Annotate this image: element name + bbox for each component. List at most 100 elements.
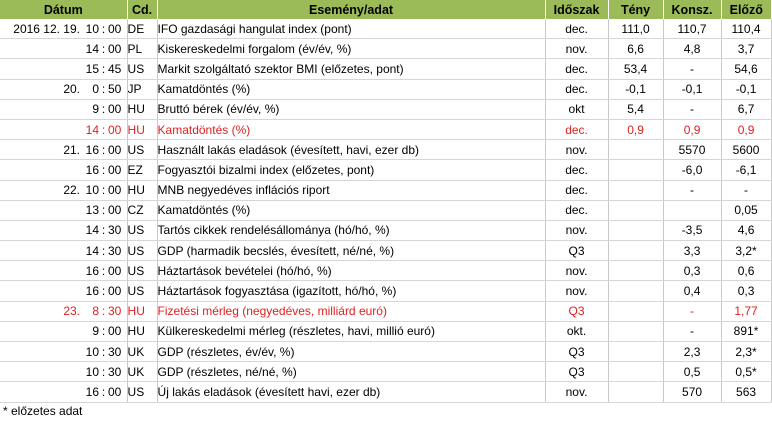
row-event: GDP (harmadik becslés, évesített, né/né,… — [156, 240, 546, 262]
row-minute: 00 — [108, 159, 128, 181]
row-minute: 00 — [108, 381, 128, 403]
row-date: 21. — [0, 139, 80, 161]
row-previous: 4,6 — [720, 220, 772, 242]
row-minute: 30 — [108, 361, 128, 383]
row-hour: 16 — [80, 139, 99, 161]
table-row: 16:00 US Új lakás eladások (évesített havi… — [0, 381, 772, 403]
row-period: nov. — [544, 139, 609, 161]
row-hour: 8 — [80, 301, 99, 322]
row-hour: 15 — [80, 58, 99, 80]
row-date — [0, 200, 80, 221]
row-period: Q3 — [544, 341, 609, 363]
row-date — [0, 240, 80, 262]
row-minute: 50 — [108, 79, 128, 100]
row-country-code: HU — [126, 321, 158, 343]
row-consensus: 0,3 — [662, 260, 722, 282]
row-period: nov. — [544, 220, 609, 242]
row-time-separator: : — [99, 341, 108, 363]
row-consensus: 0,9 — [662, 119, 722, 141]
row-country-code: JP — [126, 79, 158, 100]
row-time-separator: : — [99, 139, 108, 161]
row-event: Külkereskedelmi mérleg (részletes, havi,… — [156, 321, 546, 343]
row-actual: 53,4 — [607, 58, 664, 80]
row-minute: 00 — [108, 180, 128, 201]
row-time-separator: : — [99, 260, 108, 282]
row-previous: -0,1 — [720, 79, 772, 100]
row-country-code: HU — [126, 301, 158, 322]
row-previous: 5600 — [720, 139, 772, 161]
row-previous: 0,6 — [720, 260, 772, 282]
row-time-separator: : — [99, 240, 108, 262]
row-actual — [607, 341, 664, 363]
row-country-code: US — [126, 260, 158, 282]
row-hour: 14 — [80, 38, 99, 60]
row-actual — [607, 139, 664, 161]
row-country-code: US — [126, 240, 158, 262]
table-row: 14:30 US GDP (harmadik becslés, évesített,… — [0, 240, 772, 262]
row-period: dec. — [544, 79, 609, 100]
row-previous: 891* — [720, 321, 772, 343]
row-consensus: 4,8 — [662, 38, 722, 60]
row-actual: 0,9 — [607, 119, 664, 141]
row-country-code: HU — [126, 99, 158, 120]
row-actual — [607, 321, 664, 343]
header-country-code: Cd. — [127, 0, 158, 19]
row-event: Új lakás eladások (évesített havi, ezer … — [156, 381, 546, 403]
row-consensus: - — [662, 180, 722, 201]
row-previous: 2,3* — [720, 341, 772, 363]
row-period: dec. — [544, 180, 609, 201]
row-period: dec. — [544, 159, 609, 181]
row-country-code: HU — [126, 119, 158, 141]
row-event: Használt lakás eladások (évesített, havi… — [156, 139, 546, 161]
row-country-code: HU — [126, 180, 158, 201]
row-country-code: EZ — [126, 159, 158, 181]
header-row: Dátum Cd. Esemény/adat Időszak Tény Kons… — [0, 0, 772, 19]
row-minute: 30 — [108, 301, 128, 322]
row-previous: 563 — [720, 381, 772, 403]
row-hour: 10 — [80, 180, 99, 201]
row-period: nov. — [544, 260, 609, 282]
row-actual — [607, 280, 664, 302]
table-row: 14:00 PL Kiskereskedelmi forgalom (év/év, … — [0, 38, 772, 60]
row-consensus: -3,5 — [662, 220, 722, 242]
row-consensus: 0,4 — [662, 280, 722, 302]
row-country-code: US — [126, 139, 158, 161]
row-consensus: -0,1 — [662, 79, 722, 100]
table-row: 14:30 US Tartós cikkek rendelésállománya (… — [0, 220, 772, 242]
row-event: GDP (részletes, év/év, %) — [156, 341, 546, 363]
table-row: 16:00 EZ Fogyasztói bizalmi index (előzete… — [0, 159, 772, 181]
row-actual: 111,0 — [607, 19, 664, 40]
row-period: dec. — [544, 200, 609, 221]
row-consensus: 5570 — [662, 139, 722, 161]
row-consensus: 570 — [662, 381, 722, 403]
row-actual — [607, 260, 664, 282]
table-row: 9:00 HU Külkereskedelmi mérleg (részletes,… — [0, 321, 772, 343]
row-minute: 30 — [108, 220, 128, 242]
row-previous: 0,5* — [720, 361, 772, 383]
row-event: Bruttó bérek (év/év, %) — [156, 99, 546, 120]
row-minute: 00 — [108, 99, 128, 120]
header-consensus: Konsz. — [663, 0, 722, 19]
row-date — [0, 381, 80, 403]
row-event: Fogyasztói bizalmi index (előzetes, pont… — [156, 159, 546, 181]
table-row: 20. 0:50 JP Kamatdöntés (%) dec. -0,1 -0,1 -0,1 — [0, 79, 772, 100]
row-time-separator: : — [99, 220, 108, 242]
table-row: 10:30 UK GDP (részletes, né/né, %) Q3 0,5 0,5… — [0, 361, 772, 383]
row-date: 22. — [0, 180, 80, 201]
row-hour: 16 — [80, 280, 99, 302]
row-previous: 0,9 — [720, 119, 772, 141]
row-minute: 00 — [108, 200, 128, 221]
row-country-code: PL — [126, 38, 158, 60]
row-event: Tartós cikkek rendelésállománya (hó/hó, … — [156, 220, 546, 242]
row-hour: 16 — [80, 260, 99, 282]
table-row: 2016 12. 19. 10:00 DE IFO gazdasági hangula… — [0, 19, 772, 40]
row-time-separator: : — [99, 180, 108, 201]
row-previous: 0,05 — [720, 200, 772, 221]
footnote: * előzetes adat — [3, 404, 83, 418]
row-period: nov. — [544, 381, 609, 403]
row-minute: 30 — [108, 341, 128, 363]
table-body: 2016 12. 19. 10:00 DE IFO gazdasági hangula… — [0, 19, 772, 403]
row-hour: 16 — [80, 381, 99, 403]
row-hour: 9 — [80, 321, 99, 343]
